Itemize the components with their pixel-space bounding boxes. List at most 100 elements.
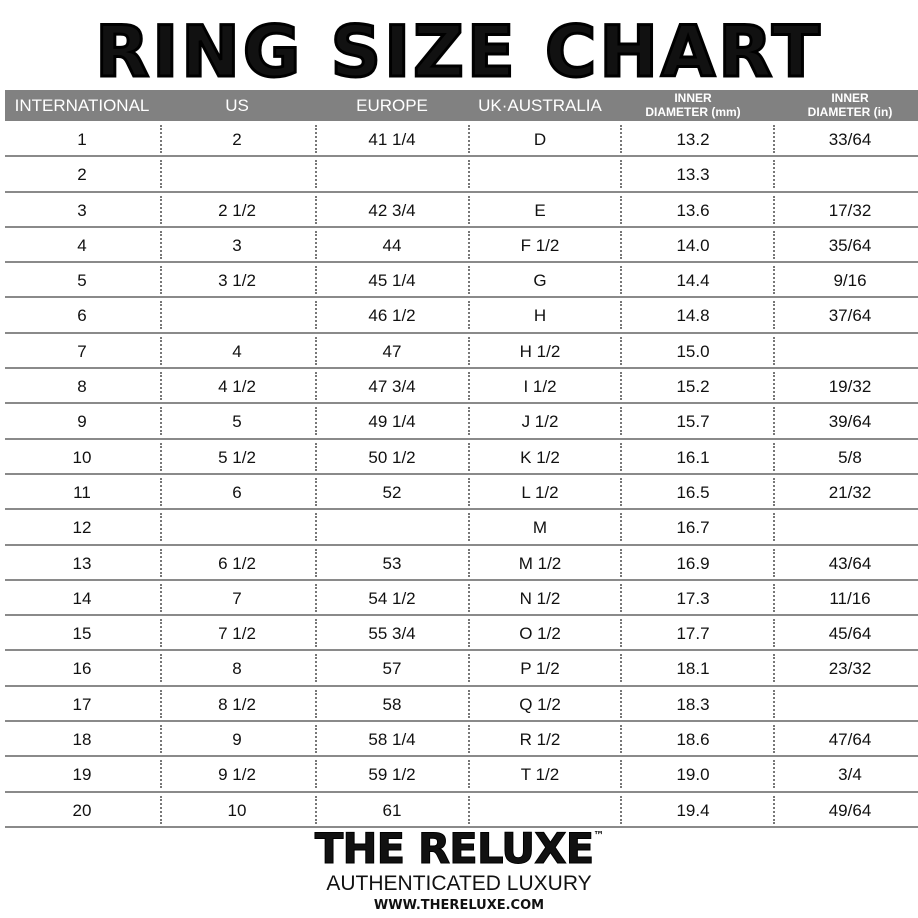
table-cell: 4 (77, 235, 87, 255)
column-divider (468, 654, 470, 683)
column-divider (315, 372, 317, 401)
column-divider (773, 795, 775, 824)
table-cell: 39/64 (828, 412, 872, 432)
table-cell: J 1/2 (521, 412, 559, 432)
brand-url[interactable]: WWW.THERELUXE.COM (373, 898, 545, 913)
table-cell: 14.0 (676, 235, 710, 255)
brand-tagline: AUTHENTICATED LUXURY (326, 872, 592, 895)
table-cell: 15 (72, 624, 92, 644)
table-cell: 2 (232, 130, 242, 149)
column-divider (160, 442, 162, 471)
table-cell: 8 (77, 377, 87, 397)
table-cell: 9 (232, 730, 242, 750)
table-cell: 10 (72, 447, 92, 467)
table-cell: 45 1/4 (368, 271, 416, 291)
table-cell: 49 1/4 (368, 412, 416, 432)
table-cell: 17 (72, 694, 92, 714)
table-row: 13 6 1/2 53 M 1/2 16.9 43/64 (5, 546, 918, 581)
column-divider (315, 160, 317, 189)
column-divider (468, 372, 470, 401)
column-divider (620, 654, 622, 683)
table-cell: 15.7 (676, 412, 710, 432)
column-divider (773, 160, 775, 189)
table-cell: 3 (232, 235, 242, 255)
column-divider (620, 583, 622, 612)
table-cell: 5/8 (838, 447, 862, 467)
column-divider (620, 125, 622, 153)
column-divider (160, 336, 162, 365)
table-cell: 20 (72, 800, 92, 820)
column-divider (315, 689, 317, 718)
table-cell: 3 1/2 (218, 271, 256, 291)
header-line: EUROPE (356, 96, 428, 115)
table-cell: F 1/2 (520, 235, 560, 255)
table-cell: 42 3/4 (368, 200, 416, 220)
column-divider (620, 725, 622, 754)
column-divider (620, 301, 622, 330)
column-divider (315, 336, 317, 365)
table-row: 3 2 1/2 42 3/4 E 13.6 17/32 (5, 193, 918, 228)
column-divider (468, 407, 470, 436)
table-cell: 19.4 (676, 800, 710, 820)
column-divider (773, 583, 775, 612)
table-cell: 3 (77, 200, 87, 220)
table-cell: 14.8 (676, 306, 710, 326)
column-divider (160, 160, 162, 189)
table-cell: 8 (232, 659, 242, 679)
table-cell: 47 (382, 341, 402, 361)
column-divider (773, 442, 775, 471)
table-cell: Q 1/2 (519, 694, 561, 714)
table-cell: 16.7 (676, 518, 710, 538)
column-header: INNER DIAMETER (in) (808, 91, 893, 119)
table-cell: 44 (382, 235, 402, 255)
column-divider (773, 407, 775, 436)
table-cell: 55 3/4 (368, 624, 416, 644)
column-divider (468, 725, 470, 754)
table-cell: 15.0 (676, 341, 710, 361)
table-row: 9 5 49 1/4 J 1/2 15.7 39/64 (5, 404, 918, 440)
column-divider (160, 195, 162, 224)
column-divider (773, 513, 775, 542)
column-divider (315, 301, 317, 330)
column-divider (160, 760, 162, 789)
table-row: 8 4 1/2 47 3/4 I 1/2 15.2 19/32 (5, 369, 918, 405)
table-row: 17 8 1/2 58 Q 1/2 18.3 (5, 687, 918, 723)
table-cell: 14 (72, 588, 92, 608)
column-divider (773, 372, 775, 401)
table-cell: G (533, 271, 547, 291)
table-cell: 17.3 (676, 588, 710, 608)
table-cell: K 1/2 (520, 447, 560, 467)
table-cell: 59 1/2 (368, 765, 416, 785)
table-row: 16 8 57 P 1/2 18.1 23/32 (5, 651, 918, 687)
table-cell: 13.2 (676, 130, 710, 149)
column-divider (468, 301, 470, 330)
table-cell: 47 3/4 (368, 377, 416, 397)
column-divider (315, 760, 317, 789)
header-line: INNER (674, 91, 712, 105)
table-row: 7 4 47 H 1/2 15.0 (5, 334, 918, 370)
table-cell: 17.7 (676, 624, 710, 644)
column-divider (468, 583, 470, 612)
column-divider (468, 619, 470, 648)
table-row: 1 2 41 1/4 D 13.2 33/64 (5, 122, 918, 158)
column-divider (468, 760, 470, 789)
column-divider (468, 689, 470, 718)
table-cell: 12 (72, 518, 92, 538)
table-row: 2 13.3 (5, 157, 918, 193)
table-cell: 10 (227, 800, 247, 820)
table-cell: N 1/2 (519, 588, 561, 608)
table-cell: 35/64 (828, 235, 872, 255)
table-cell: 5 (77, 271, 87, 291)
column-divider (620, 407, 622, 436)
table-cell: 47/64 (828, 730, 872, 750)
table-cell: I 1/2 (523, 377, 557, 397)
column-divider (620, 513, 622, 542)
column-divider (773, 266, 775, 295)
column-divider (468, 230, 470, 259)
column-divider (773, 619, 775, 648)
table-cell: 7 1/2 (218, 624, 256, 644)
column-divider (315, 513, 317, 542)
column-divider (468, 548, 470, 577)
column-divider (160, 583, 162, 612)
table-cell: 11 (73, 482, 91, 502)
